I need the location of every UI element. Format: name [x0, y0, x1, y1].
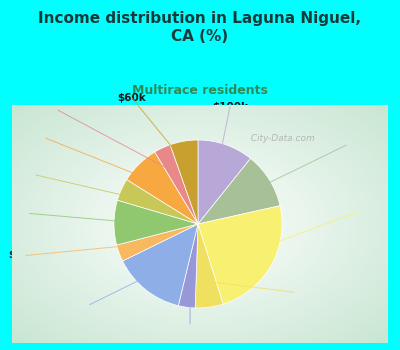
- Text: Income distribution in Laguna Niguel,
CA (%): Income distribution in Laguna Niguel, CA…: [38, 10, 362, 44]
- Wedge shape: [114, 200, 198, 245]
- Wedge shape: [127, 152, 198, 224]
- Text: $40k: $40k: [16, 209, 44, 218]
- Wedge shape: [155, 145, 198, 224]
- Wedge shape: [198, 206, 282, 304]
- Text: City-Data.com: City-Data.com: [245, 134, 315, 142]
- Wedge shape: [122, 224, 198, 306]
- Text: > $200k: > $200k: [334, 207, 382, 217]
- Text: Multirace residents: Multirace residents: [132, 84, 268, 97]
- Text: $50k: $50k: [32, 133, 60, 143]
- Text: $100k: $100k: [212, 102, 248, 112]
- Wedge shape: [118, 180, 198, 224]
- Wedge shape: [198, 159, 280, 224]
- Text: $200k: $200k: [172, 319, 208, 329]
- Wedge shape: [198, 140, 250, 224]
- Text: $10k: $10k: [332, 140, 360, 150]
- Text: $20k: $20k: [280, 287, 308, 297]
- Wedge shape: [117, 224, 198, 261]
- Wedge shape: [195, 224, 223, 308]
- Text: $150k: $150k: [40, 105, 76, 115]
- Text: $125k: $125k: [8, 251, 44, 260]
- Wedge shape: [178, 224, 198, 308]
- Text: $75k: $75k: [22, 170, 50, 180]
- Text: $60k: $60k: [118, 93, 146, 103]
- Text: $30k: $30k: [76, 300, 104, 309]
- Wedge shape: [170, 140, 198, 224]
